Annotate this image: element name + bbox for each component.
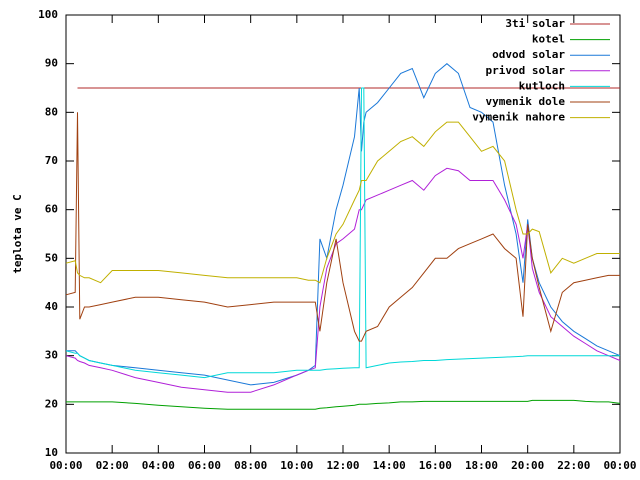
x-tick-label: 12:00 — [326, 459, 359, 472]
series-line — [65, 87, 620, 379]
y-tick-label: 60 — [45, 203, 58, 216]
x-tick-label: 08:00 — [234, 459, 267, 472]
y-tick-label: 50 — [45, 251, 58, 264]
y-tick-label: 80 — [45, 105, 58, 118]
y-tick-label: 40 — [45, 300, 58, 313]
legend-label: 3ti solar — [505, 17, 565, 30]
x-tick-label: 02:00 — [96, 459, 129, 472]
y-tick-label: 30 — [45, 349, 58, 362]
y-axis-label: teplota ve C — [11, 194, 24, 273]
x-tick-label: 14:00 — [373, 459, 406, 472]
y-tick-label: 100 — [38, 8, 58, 21]
x-tick-label: 04:00 — [142, 459, 175, 472]
series-line — [66, 399, 621, 410]
legend-label: vymenik dole — [486, 95, 566, 108]
series-line — [65, 167, 621, 393]
x-tick-label: 20:00 — [511, 459, 544, 472]
y-tick-label: 10 — [45, 446, 58, 459]
x-tick-label: 10:00 — [280, 459, 313, 472]
x-tick-label: 16:00 — [419, 459, 452, 472]
y-tick-label: 20 — [45, 397, 58, 410]
x-tick-label: 00:00 — [603, 459, 636, 472]
legend-label: odvod solar — [492, 48, 565, 61]
x-tick-label: 00:00 — [49, 459, 82, 472]
series-line — [65, 121, 620, 284]
legend-label: kutloch — [519, 79, 565, 92]
x-tick-label: 22:00 — [557, 459, 590, 472]
x-tick-label: 06:00 — [188, 459, 221, 472]
legend-label: privod solar — [486, 64, 566, 77]
y-tick-label: 70 — [45, 154, 58, 167]
y-tick-label: 90 — [45, 57, 58, 70]
legend-label: vymenik nahore — [472, 111, 565, 124]
series-line — [65, 112, 620, 342]
legend-label: kotel — [532, 33, 565, 46]
x-tick-label: 18:00 — [465, 459, 498, 472]
